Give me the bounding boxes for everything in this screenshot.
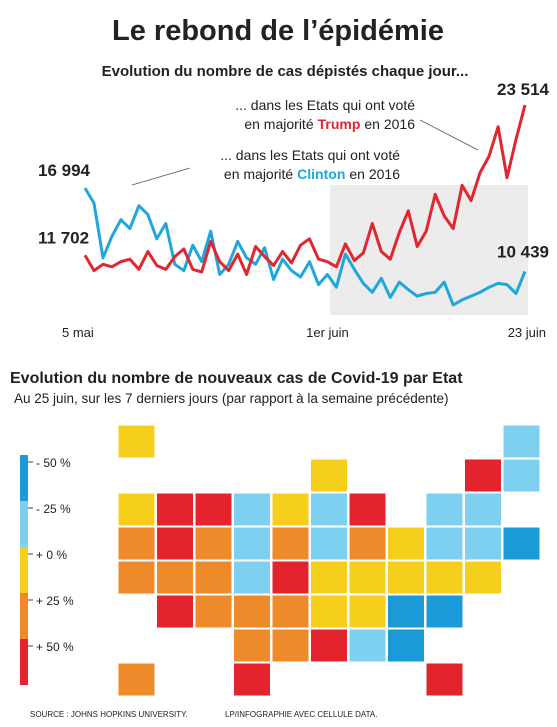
legend-label: + 25 % (36, 594, 74, 608)
value-label: 23 514 (497, 80, 550, 99)
annotation-part: en 2016 (349, 166, 400, 182)
state-tile (425, 492, 464, 527)
legend-swatch (20, 639, 28, 685)
state-tile (425, 594, 464, 629)
source: SOURCE : JOHNS HOPKINS UNIVERSITY. (30, 710, 188, 719)
annotation-part: en majorité (224, 166, 293, 182)
state-tile (310, 458, 348, 493)
state-tile (271, 492, 310, 527)
value-label: 11 702 (38, 228, 89, 247)
state-tile (387, 526, 425, 561)
state-tile (233, 560, 271, 595)
legend-swatch (20, 455, 28, 501)
leader-line (131, 167, 191, 186)
legend-label: + 50 % (36, 640, 74, 654)
state-tile (502, 424, 541, 459)
map-subtitle: Au 25 juin, sur les 7 derniers jours (pa… (14, 391, 448, 406)
state-tile (156, 492, 194, 527)
state-tile (156, 560, 194, 595)
state-tile (310, 594, 348, 629)
legend-swatch (20, 547, 28, 593)
annotation-name: Trump (318, 116, 361, 132)
legend-label: - 25 % (36, 502, 71, 516)
state-tile (464, 458, 502, 493)
state-tile (194, 594, 233, 629)
annotation: en majorité Clinton en 2016 (224, 166, 400, 182)
series-line (83, 187, 527, 307)
state-tile (348, 594, 387, 629)
state-tile (233, 594, 271, 629)
state-tile (156, 594, 194, 629)
state-tile (310, 560, 348, 595)
state-tile (425, 662, 464, 697)
state-tile (233, 492, 271, 527)
state-tile (464, 526, 502, 561)
state-tile (117, 560, 156, 595)
leader-line (419, 119, 479, 151)
state-tile (464, 492, 502, 527)
credit: LP/INFOGRAPHIE AVEC CELLULE DATA. (225, 710, 378, 719)
x-tick-label: 23 juin (508, 325, 546, 340)
state-tile (271, 628, 310, 663)
state-tile (310, 526, 348, 561)
state-tile (194, 492, 233, 527)
annotation: ... dans les Etats qui ont voté (235, 97, 415, 113)
state-tile (194, 560, 233, 595)
chart-subtitle: Evolution du nombre de cas dépistés chaq… (102, 63, 469, 80)
annotation-name: Clinton (297, 166, 345, 182)
chart-title: Le rebond de l’épidémie (112, 15, 444, 47)
state-tile (387, 594, 425, 629)
state-tile (117, 526, 156, 561)
state-tile (156, 526, 194, 561)
state-tile (271, 594, 310, 629)
state-tile (117, 492, 156, 527)
map-title: Evolution du nombre de nouveaux cas de C… (10, 370, 463, 387)
state-tile (233, 628, 271, 663)
state-tile (502, 526, 541, 561)
legend-label: + 0 % (36, 548, 67, 562)
value-label: 16 994 (38, 161, 91, 180)
annotation: ... dans les Etats qui ont voté (220, 147, 400, 163)
state-tile (425, 560, 464, 595)
state-tile (348, 628, 387, 663)
state-tile (502, 458, 541, 493)
annotation-part: en 2016 (364, 116, 415, 132)
state-tile (464, 560, 502, 595)
state-tile (271, 526, 310, 561)
state-tile (348, 526, 387, 561)
state-tile (387, 560, 425, 595)
state-tile (117, 662, 156, 697)
state-tile (233, 662, 271, 697)
state-tile (387, 628, 425, 663)
value-label: 10 439 (497, 242, 549, 261)
state-tile (233, 526, 271, 561)
state-tile (117, 424, 156, 459)
state-tile (310, 628, 348, 663)
state-tile (310, 492, 348, 527)
series-line (83, 104, 527, 276)
state-tile (348, 492, 387, 527)
x-tick-label: 1er juin (306, 325, 349, 340)
state-tile (425, 526, 464, 561)
legend-swatch (20, 593, 28, 639)
legend-swatch (20, 501, 28, 547)
state-tile (348, 560, 387, 595)
state-tile (194, 526, 233, 561)
annotation: en majorité Trump en 2016 (244, 116, 415, 132)
x-tick-label: 5 mai (62, 325, 94, 340)
legend-label: - 50 % (36, 456, 71, 470)
annotation-part: en majorité (244, 116, 313, 132)
state-tile (271, 560, 310, 595)
